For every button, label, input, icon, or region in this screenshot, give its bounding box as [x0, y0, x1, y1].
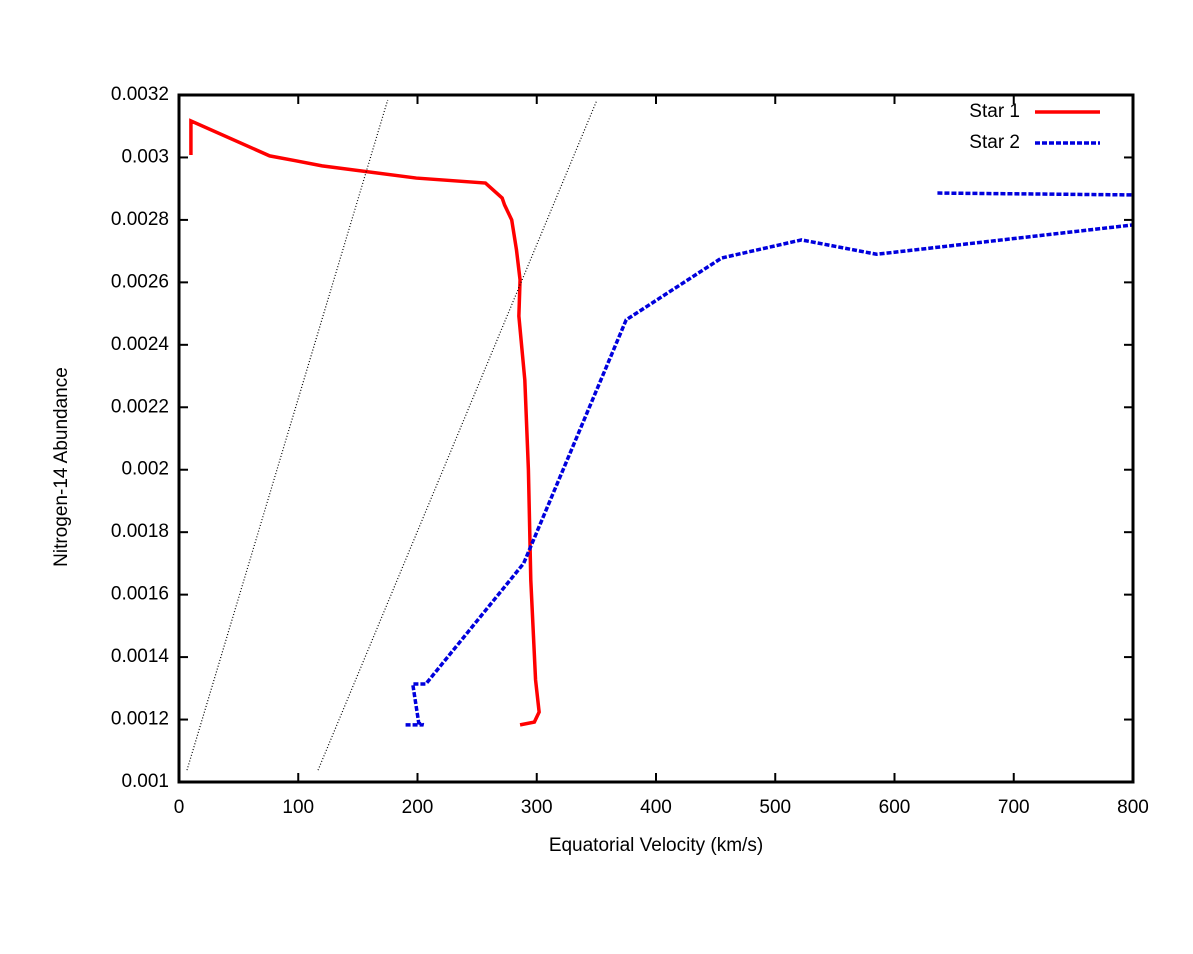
series-line	[186, 99, 389, 771]
y-tick-label: 0.001	[121, 771, 169, 792]
y-tick-label: 0.0028	[111, 209, 169, 230]
legend-label: Star 2	[969, 132, 1020, 153]
y-tick-label: 0.0012	[111, 709, 169, 730]
x-tick-label: 700	[998, 797, 1030, 818]
x-tick-label: 300	[521, 797, 553, 818]
y-tick-label: 0.0018	[111, 521, 169, 542]
plot-frame	[177, 93, 1135, 784]
y-axis-label: Nitrogen-14 Abundance	[51, 367, 72, 567]
x-tick-label: 600	[879, 797, 911, 818]
series-line	[405, 191, 1134, 727]
x-tick-label: 100	[282, 797, 314, 818]
y-tick-label: 0.0032	[111, 84, 169, 105]
series-line	[317, 99, 598, 771]
y-tick-label: 0.0016	[111, 584, 169, 605]
y-tick-label: 0.003	[121, 146, 169, 167]
x-tick-label: 200	[402, 797, 434, 818]
legend-label: Star 1	[969, 101, 1020, 122]
x-tick-label: 800	[1117, 797, 1149, 818]
x-axis-label: Equatorial Velocity (km/s)	[549, 835, 763, 856]
series-line	[189, 118, 541, 727]
y-tick-label: 0.0014	[111, 646, 170, 667]
x-tick-label: 500	[759, 797, 791, 818]
y-tick-label: 0.0024	[111, 334, 170, 355]
x-tick-label: 400	[640, 797, 672, 818]
y-tick-label: 0.0026	[111, 271, 169, 292]
y-tick-label: 0.002	[121, 459, 169, 480]
y-tick-label: 0.0022	[111, 396, 169, 417]
x-tick-label: 0	[174, 797, 185, 818]
